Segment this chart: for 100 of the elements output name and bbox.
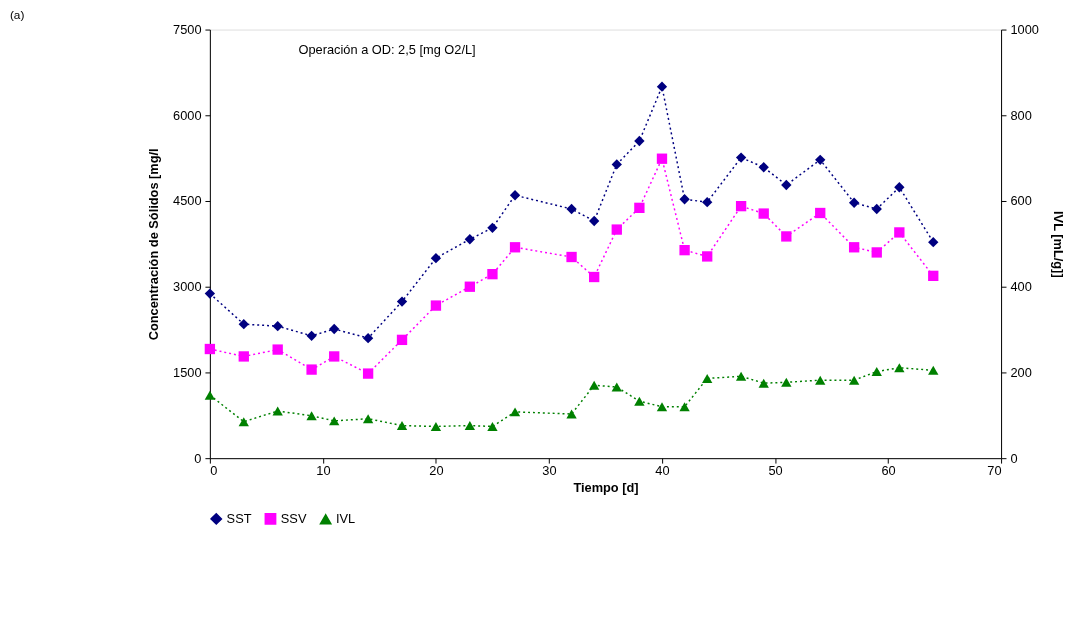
x-tick-label: 70 [987,463,1002,479]
point [781,377,792,387]
point [679,244,690,256]
point [815,207,826,219]
y-tick-label: 0 [194,450,202,466]
point [634,202,645,214]
point [634,135,645,147]
point [329,323,340,335]
point [781,179,792,191]
point [396,421,408,431]
point [589,271,600,283]
point [487,421,498,431]
point [238,318,249,330]
point [509,190,521,201]
y-tick-label: 3000 [173,279,202,295]
point [702,196,713,208]
y2-tick-label: 0 [1010,450,1018,466]
point [306,411,317,421]
legend-label: IVL [335,511,356,527]
point [735,200,747,212]
point [758,162,769,173]
y-tick-label: 4500 [173,193,202,209]
y2-tick-label: 600 [1010,193,1032,209]
point [272,344,283,355]
y2-axis-title: IVL [mL/g]] [1050,211,1066,278]
y2-tick-label: 400 [1010,279,1032,295]
point [487,268,498,280]
point [464,421,475,431]
y-tick-label: 7500 [173,21,202,37]
point [871,203,882,215]
point [238,417,249,427]
x-tick-label: 60 [881,463,896,479]
point [430,252,442,264]
point [329,351,340,362]
point [928,365,939,375]
point [611,224,622,235]
point [589,215,600,227]
point [589,380,600,390]
point [656,402,668,412]
point [848,375,860,385]
legend-label: SST [226,510,252,526]
y-axis-title: Concentración de Sólidos [mg/l [146,148,162,341]
point [306,364,317,375]
point [396,334,408,346]
point [758,378,769,388]
point [362,368,374,379]
point [656,81,668,92]
point [702,373,713,383]
point [204,390,216,400]
point [430,300,442,311]
point [679,402,690,412]
x-tick-label: 20 [429,463,444,479]
point [848,242,860,253]
x-tick-label: 10 [316,463,331,479]
point [464,234,475,245]
point [566,251,577,263]
point [815,154,826,166]
point [238,351,249,362]
point [815,375,826,385]
point [611,159,622,170]
point [928,236,939,248]
x-axis-title: Tiempo [d] [573,480,639,496]
text: (a) [9,7,25,22]
point [871,247,882,258]
point [894,182,905,193]
point [656,153,668,164]
point [464,281,475,292]
point [735,371,747,381]
point [871,367,882,377]
point [894,227,905,238]
point [362,332,374,344]
point [894,363,905,373]
point [487,222,498,234]
point [509,242,521,253]
point [848,197,860,208]
point [679,194,690,205]
point [781,231,792,242]
x-tick-label: 50 [768,463,783,479]
annotation: Operación a OD: 2,5 [mg O2/L] [298,42,476,58]
point [306,330,317,342]
point [509,407,521,417]
x-tick-label: 40 [655,463,670,479]
y2-tick-label: 200 [1010,364,1032,380]
y-tick-label: 6000 [173,107,202,123]
y-tick-label: 1500 [173,364,202,380]
point [735,152,747,163]
point [702,251,713,262]
legend-label: SSV [280,510,307,526]
x-tick-label: 30 [542,463,557,479]
x-tick-label: 0 [210,463,218,479]
point [758,208,769,219]
point [634,396,645,406]
point [272,320,283,332]
point [362,414,374,424]
point [396,296,408,307]
y2-tick-label: 1000 [1010,21,1039,37]
point [329,416,340,426]
point [204,343,216,355]
point [566,203,577,215]
point [204,288,216,299]
